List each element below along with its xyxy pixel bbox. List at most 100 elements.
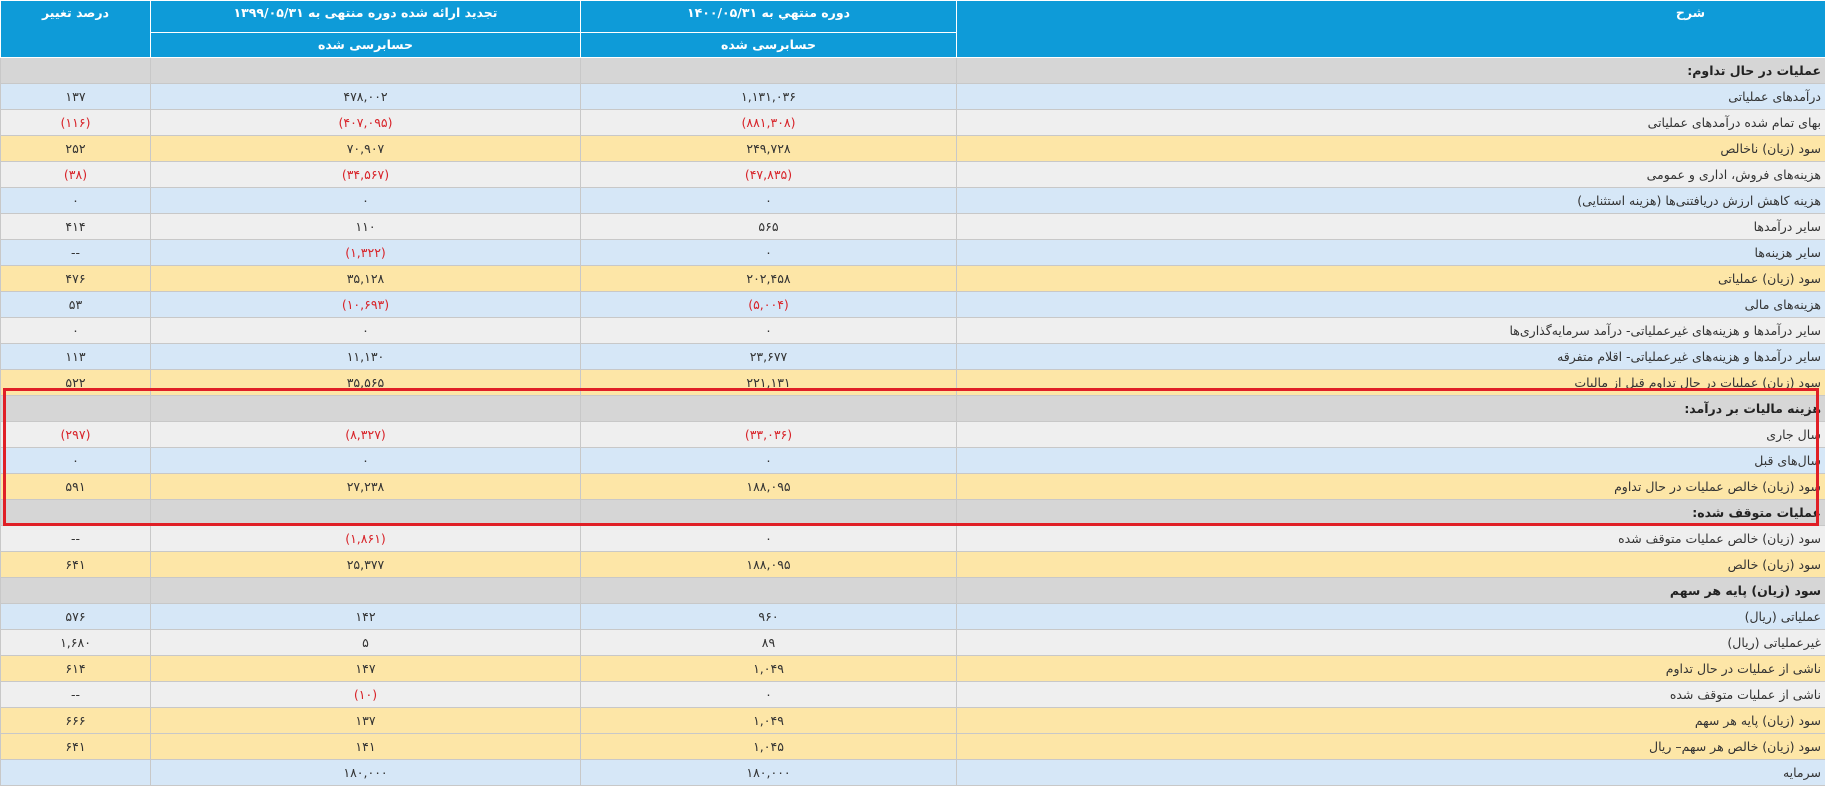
row-label: هزینه مالیات بر درآمد: xyxy=(957,396,1825,422)
table-row: هزینه‌های فروش، اداری و عمومی(۴۷,۸۳۵)(۳۴… xyxy=(1,162,1825,188)
row-prior-value xyxy=(151,578,581,604)
row-prior-value: ۱۳۷ xyxy=(151,708,581,734)
row-change-value: ۵۹۱ xyxy=(1,474,151,500)
row-label: سود (زیان) خالص xyxy=(957,552,1825,578)
row-current-value: ۲۴۹,۷۲۸ xyxy=(581,136,957,162)
section-row: عملیات متوقف شده: xyxy=(1,500,1825,526)
row-prior-value: (۱,۸۶۱) xyxy=(151,526,581,552)
row-label: عملیاتی (ریال) xyxy=(957,604,1825,630)
row-change-value: ۶۱۴ xyxy=(1,656,151,682)
row-change-value: ۰ xyxy=(1,318,151,344)
header-current-period: دوره منتهي به ۱۴۰۰/۰۵/۳۱ xyxy=(581,1,957,33)
row-prior-value: ۳۵,۵۶۵ xyxy=(151,370,581,396)
row-label: سود (زیان) پایه هر سهم xyxy=(957,578,1825,604)
row-label: سود (زیان) خالص عملیات در حال تداوم xyxy=(957,474,1825,500)
row-current-value: ۰ xyxy=(581,448,957,474)
section-row: عملیات در حال تداوم: xyxy=(1,58,1825,84)
row-change-value: ۵۷۶ xyxy=(1,604,151,630)
row-prior-value xyxy=(151,500,581,526)
row-change-value: ۶۴۱ xyxy=(1,552,151,578)
row-change-value: ۴۱۴ xyxy=(1,214,151,240)
row-current-value: (۸۸۱,۳۰۸) xyxy=(581,110,957,136)
row-current-value: ۲۲۱,۱۳۱ xyxy=(581,370,957,396)
row-prior-value: ۲۷,۲۳۸ xyxy=(151,474,581,500)
row-prior-value: (۸,۳۲۷) xyxy=(151,422,581,448)
row-change-value: -- xyxy=(1,526,151,552)
row-current-value: ۲۳,۶۷۷ xyxy=(581,344,957,370)
row-current-value: (۵,۰۰۴) xyxy=(581,292,957,318)
row-current-value: ۲۰۲,۴۵۸ xyxy=(581,266,957,292)
row-change-value: (۲۹۷) xyxy=(1,422,151,448)
header-current-status: حسابرسی شده xyxy=(581,33,957,58)
row-current-value: ۵۶۵ xyxy=(581,214,957,240)
header-prior-period: تجدید ارائه شده دوره منتهی به ۱۳۹۹/۰۵/۳۱ xyxy=(151,1,581,33)
row-label: غیرعملیاتی (ریال) xyxy=(957,630,1825,656)
row-change-value: -- xyxy=(1,682,151,708)
row-change-value xyxy=(1,396,151,422)
row-prior-value: ۱۴۱ xyxy=(151,734,581,760)
row-current-value: (۳۳,۰۳۶) xyxy=(581,422,957,448)
row-current-value: ۰ xyxy=(581,318,957,344)
row-current-value: ۸۹ xyxy=(581,630,957,656)
row-prior-value: ۱۴۲ xyxy=(151,604,581,630)
row-label: بهای تمام شده درآمدهای عملیاتی xyxy=(957,110,1825,136)
row-label: سایر درآمدها و هزینه‌های غیرعملیاتی- درآ… xyxy=(957,318,1825,344)
row-change-value: ۱۱۳ xyxy=(1,344,151,370)
row-prior-value: ۵ xyxy=(151,630,581,656)
row-prior-value: ۷۰,۹۰۷ xyxy=(151,136,581,162)
table-row: سایر درآمدها و هزینه‌های غیرعملیاتی- اقل… xyxy=(1,344,1825,370)
row-label: سال‌های قبل xyxy=(957,448,1825,474)
row-current-value xyxy=(581,578,957,604)
row-prior-value: (۱۰,۶۹۳) xyxy=(151,292,581,318)
header-description: شرح xyxy=(957,1,1825,58)
row-change-value: ۰ xyxy=(1,448,151,474)
row-change-value xyxy=(1,58,151,84)
row-prior-value: ۲۵,۳۷۷ xyxy=(151,552,581,578)
row-label: سود (زیان) عملیاتی xyxy=(957,266,1825,292)
row-label: سود (زیان) خالص عملیات متوقف شده xyxy=(957,526,1825,552)
table-row: بهای تمام شده درآمدهای عملیاتی(۸۸۱,۳۰۸)(… xyxy=(1,110,1825,136)
row-current-value: ۱,۰۴۹ xyxy=(581,656,957,682)
row-current-value: ۰ xyxy=(581,682,957,708)
row-label: هزینه‌های فروش، اداری و عمومی xyxy=(957,162,1825,188)
row-label: سود (زیان) خالص هر سهم– ریال xyxy=(957,734,1825,760)
table-row: سایر درآمدها و هزینه‌های غیرعملیاتی- درآ… xyxy=(1,318,1825,344)
row-current-value: (۴۷,۸۳۵) xyxy=(581,162,957,188)
row-change-value: ۵۳ xyxy=(1,292,151,318)
row-prior-value: (۳۴,۵۶۷) xyxy=(151,162,581,188)
row-current-value xyxy=(581,58,957,84)
row-current-value: ۹۶۰ xyxy=(581,604,957,630)
row-prior-value: ۱۱,۱۳۰ xyxy=(151,344,581,370)
row-prior-value xyxy=(151,58,581,84)
row-label: عملیات متوقف شده: xyxy=(957,500,1825,526)
row-current-value xyxy=(581,396,957,422)
row-label: سود (زیان) پایه هر سهم xyxy=(957,708,1825,734)
row-change-value: ۵۲۲ xyxy=(1,370,151,396)
row-current-value: ۱,۰۴۵ xyxy=(581,734,957,760)
row-prior-value: ۰ xyxy=(151,188,581,214)
row-change-value: (۳۸) xyxy=(1,162,151,188)
section-row: سود (زیان) پایه هر سهم xyxy=(1,578,1825,604)
row-current-value: ۰ xyxy=(581,526,957,552)
row-current-value: ۰ xyxy=(581,188,957,214)
row-current-value: ۱,۱۳۱,۰۳۶ xyxy=(581,84,957,110)
header-change-percent: درصد تغییر xyxy=(1,1,151,58)
row-label: سال جاری xyxy=(957,422,1825,448)
header-prior-status: حسابرسی شده xyxy=(151,33,581,58)
row-label: سایر درآمدها xyxy=(957,214,1825,240)
row-label: هزینه کاهش ارزش دریافتنی‌ها (هزینه استثن… xyxy=(957,188,1825,214)
row-change-value: ۲۵۲ xyxy=(1,136,151,162)
section-row: هزینه مالیات بر درآمد: xyxy=(1,396,1825,422)
row-label: ناشی از عملیات در حال تداوم xyxy=(957,656,1825,682)
